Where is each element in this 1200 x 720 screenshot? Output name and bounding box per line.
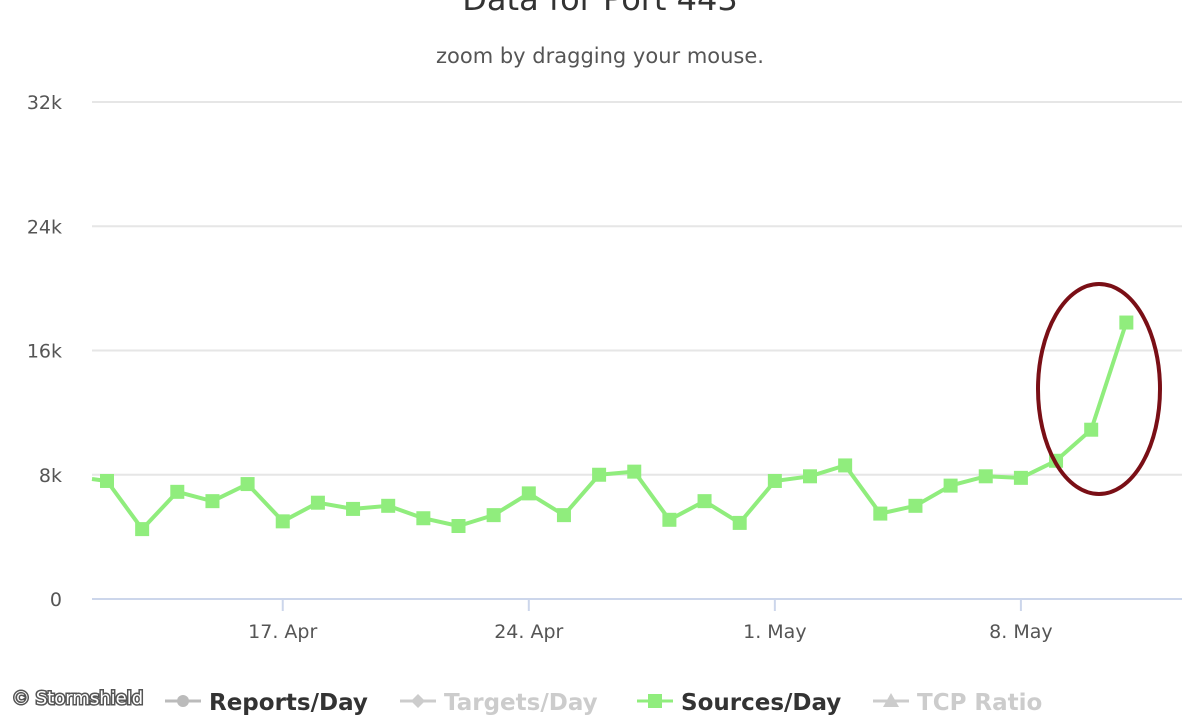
data-point[interactable] (1084, 422, 1099, 437)
data-point[interactable] (627, 464, 642, 479)
y-tick-label: 8k (39, 465, 62, 487)
triangle-marker-icon (883, 693, 899, 707)
diamond-marker-icon (411, 694, 425, 708)
data-point[interactable] (1013, 470, 1028, 485)
chart-title: Data for Port 443 (462, 0, 737, 18)
legend-label: Targets/Day (444, 690, 598, 716)
y-tick-label: 0 (50, 589, 62, 611)
legend-item[interactable]: Reports/Day (165, 690, 368, 716)
y-tick-label: 16k (27, 341, 62, 363)
legend-label: Reports/Day (209, 690, 368, 716)
data-point[interactable] (275, 514, 290, 529)
data-point[interactable] (416, 511, 431, 526)
data-point[interactable] (205, 494, 220, 509)
data-point[interactable] (767, 473, 782, 488)
data-point[interactable] (838, 458, 853, 473)
data-point[interactable] (556, 508, 571, 523)
data-point[interactable] (310, 495, 325, 510)
data-point[interactable] (662, 512, 677, 527)
data-point[interactable] (873, 506, 888, 521)
square-marker-icon (648, 694, 662, 708)
legend-label: TCP Ratio (917, 690, 1042, 716)
credit-label: © Stormshield (12, 688, 143, 709)
data-point[interactable] (732, 515, 747, 530)
data-point[interactable] (908, 498, 923, 513)
legend-item[interactable]: Targets/Day (400, 690, 598, 716)
data-point[interactable] (943, 478, 958, 493)
y-axis: 0 8k 16k 24k 32k (27, 92, 62, 611)
chart-subtitle: zoom by dragging your mouse. (436, 44, 764, 68)
x-tick-label: 17. Apr (248, 621, 317, 643)
y-tick-label: 24k (27, 216, 62, 238)
legend-item[interactable]: TCP Ratio (873, 690, 1042, 716)
circle-marker-icon (177, 695, 189, 707)
grid-lines (92, 101, 1182, 476)
data-point[interactable] (697, 494, 712, 509)
data-point[interactable] (978, 469, 993, 484)
data-point[interactable] (346, 501, 361, 516)
x-tick-label: 8. May (989, 621, 1052, 643)
data-point[interactable] (803, 469, 817, 484)
data-point[interactable] (135, 522, 150, 537)
legend-item[interactable]: Sources/Day (637, 690, 841, 716)
legend-label: Sources/Day (681, 690, 841, 716)
data-point[interactable] (240, 477, 255, 492)
data-point[interactable] (170, 484, 185, 499)
data-point[interactable] (100, 473, 114, 488)
data-point[interactable] (451, 519, 466, 534)
series-sources-per-day[interactable] (91, 315, 1134, 537)
x-tick-label: 1. May (743, 621, 806, 643)
x-axis: 17. Apr 24. Apr 1. May 8. May (248, 599, 1053, 643)
highlight-ellipse (1036, 282, 1162, 496)
legend: Reports/Day Targets/Day Sources/Day TCP Rat… (165, 690, 1042, 716)
data-point[interactable] (381, 498, 396, 513)
y-tick-label: 32k (27, 92, 62, 114)
data-point[interactable] (592, 467, 607, 482)
data-point[interactable] (1119, 315, 1134, 330)
series-line (91, 321, 1129, 532)
data-point[interactable] (521, 486, 536, 501)
data-point[interactable] (486, 508, 501, 523)
x-tick-label: 24. Apr (494, 621, 563, 643)
